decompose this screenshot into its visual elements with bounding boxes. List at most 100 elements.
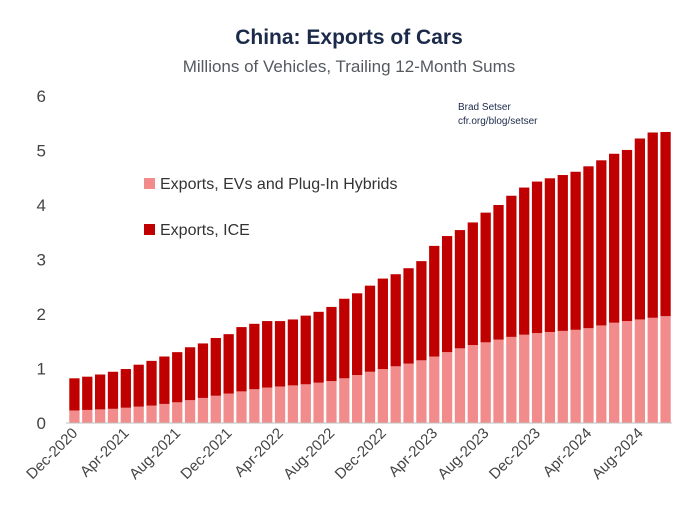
bar-ice-segment xyxy=(210,337,221,396)
bar-ice-segment xyxy=(223,334,234,394)
bar-ice-segment xyxy=(94,374,106,410)
legend-label-ev: Exports, EVs and Plug-In Hybrids xyxy=(160,176,397,193)
bar-ice-segment xyxy=(172,352,183,403)
bar-ice-segment xyxy=(236,327,247,392)
legend-swatch-ev xyxy=(144,178,155,189)
bar-ev-segment xyxy=(197,397,209,423)
bar-ice-segment xyxy=(570,171,581,330)
bar-ice-segment xyxy=(249,323,260,390)
bar-ice-segment xyxy=(274,321,286,387)
bar-ice-segment xyxy=(621,149,633,322)
bar-ice-segment xyxy=(647,132,658,318)
bar-ice-segment xyxy=(262,321,273,388)
y-tick-label: 0 xyxy=(37,414,46,433)
bar-ev-segment xyxy=(352,375,363,423)
source-author: Brad Setser xyxy=(458,102,511,113)
bar-ev-segment xyxy=(133,406,144,423)
bar-ev-segment xyxy=(596,325,607,423)
bar-ice-segment xyxy=(596,160,607,326)
bar-ice-segment xyxy=(441,236,453,353)
chart-title: China: Exports of Cars xyxy=(235,26,463,49)
bar-ice-segment xyxy=(197,343,209,398)
bar-ice-segment xyxy=(544,178,556,332)
bar-ice-segment xyxy=(69,378,80,411)
bar-ice-segment xyxy=(352,293,363,376)
bar-ice-segment xyxy=(159,356,170,404)
bar-ev-segment xyxy=(236,391,247,423)
bar-ice-segment xyxy=(364,285,376,372)
bar-ev-segment xyxy=(120,407,131,423)
x-tick-label: Dec-2022 xyxy=(332,425,390,483)
x-tick-label: Dec-2020 xyxy=(23,425,81,483)
bar-ice-segment xyxy=(634,138,646,320)
legend-label-ice: Exports, ICE xyxy=(160,222,250,239)
bar-ev-segment xyxy=(467,345,478,423)
bar-ice-segment xyxy=(184,347,196,401)
bar-ev-segment xyxy=(377,369,388,423)
x-tick-label: Dec-2023 xyxy=(486,425,544,483)
bar-ice-segment xyxy=(403,268,414,364)
x-tick-label: Apr-2021 xyxy=(77,425,133,481)
bar-ice-segment xyxy=(506,195,517,337)
bar-ice-segment xyxy=(660,131,671,317)
bar-ev-segment xyxy=(262,387,273,423)
bar-ice-segment xyxy=(429,245,440,357)
bar-ev-segment xyxy=(519,334,530,423)
bar-ice-segment xyxy=(480,212,491,343)
bar-ev-segment xyxy=(583,328,594,423)
bar-ev-segment xyxy=(300,384,311,423)
y-axis: 0 1 2 3 4 5 6 xyxy=(37,87,46,433)
y-tick-label: 3 xyxy=(37,251,46,270)
bar-ice-segment xyxy=(82,376,93,410)
bar-ice-segment xyxy=(287,319,299,386)
y-tick-label: 4 xyxy=(37,196,46,215)
bar-ice-segment xyxy=(557,175,568,331)
bar-ice-segment xyxy=(300,315,311,385)
x-tick-label: Aug-2022 xyxy=(280,425,338,483)
y-tick-label: 2 xyxy=(37,305,46,324)
bar-ev-segment xyxy=(506,336,517,423)
bar-ice-segment xyxy=(493,205,504,340)
bar-ev-segment xyxy=(454,348,466,423)
bar-ev-segment xyxy=(621,321,633,423)
bar-ice-segment xyxy=(339,298,350,379)
y-tick-label: 1 xyxy=(37,360,46,379)
y-tick-label: 6 xyxy=(37,87,46,106)
bar-ice-segment xyxy=(133,364,144,407)
bar-ev-segment xyxy=(107,408,119,423)
source-url: cfr.org/blog/setser xyxy=(458,116,538,127)
bar-ev-segment xyxy=(403,363,414,423)
legend: Exports, EVs and Plug-In Hybrids Exports… xyxy=(144,176,397,239)
bar-ice-segment xyxy=(313,311,324,383)
bar-ev-segment xyxy=(94,409,106,424)
x-tick-label: Apr-2023 xyxy=(385,425,441,481)
bar-ev-segment xyxy=(223,393,234,423)
bar-ev-segment xyxy=(249,389,260,423)
bar-ev-segment xyxy=(339,378,350,423)
bar-ev-segment xyxy=(647,317,658,423)
bar-ice-segment xyxy=(454,230,466,349)
bar-ice-segment xyxy=(326,306,337,382)
bar-ice-segment xyxy=(416,261,427,361)
bar-ev-segment xyxy=(82,409,93,423)
bar-ice-segment xyxy=(531,181,543,334)
x-tick-label: Apr-2022 xyxy=(231,425,287,481)
bar-ice-segment xyxy=(146,360,157,406)
bar-ev-segment xyxy=(313,382,324,423)
bar-ev-segment xyxy=(172,402,183,423)
bar-ev-segment xyxy=(634,319,646,423)
bar-ev-segment xyxy=(326,381,337,423)
bar-ice-segment xyxy=(519,187,530,335)
bar-ev-segment xyxy=(557,330,568,423)
bar-ev-segment xyxy=(274,386,286,423)
bar-ev-segment xyxy=(531,333,543,423)
x-tick-label: Aug-2024 xyxy=(589,425,647,483)
bar-ev-segment xyxy=(480,342,491,423)
bar-ev-segment xyxy=(390,366,401,423)
bar-ice-segment xyxy=(609,153,620,323)
bar-ev-segment xyxy=(184,400,196,423)
bar-ice-segment xyxy=(120,369,131,408)
legend-swatch-ice xyxy=(144,224,155,235)
x-tick-label: Aug-2021 xyxy=(126,425,184,483)
